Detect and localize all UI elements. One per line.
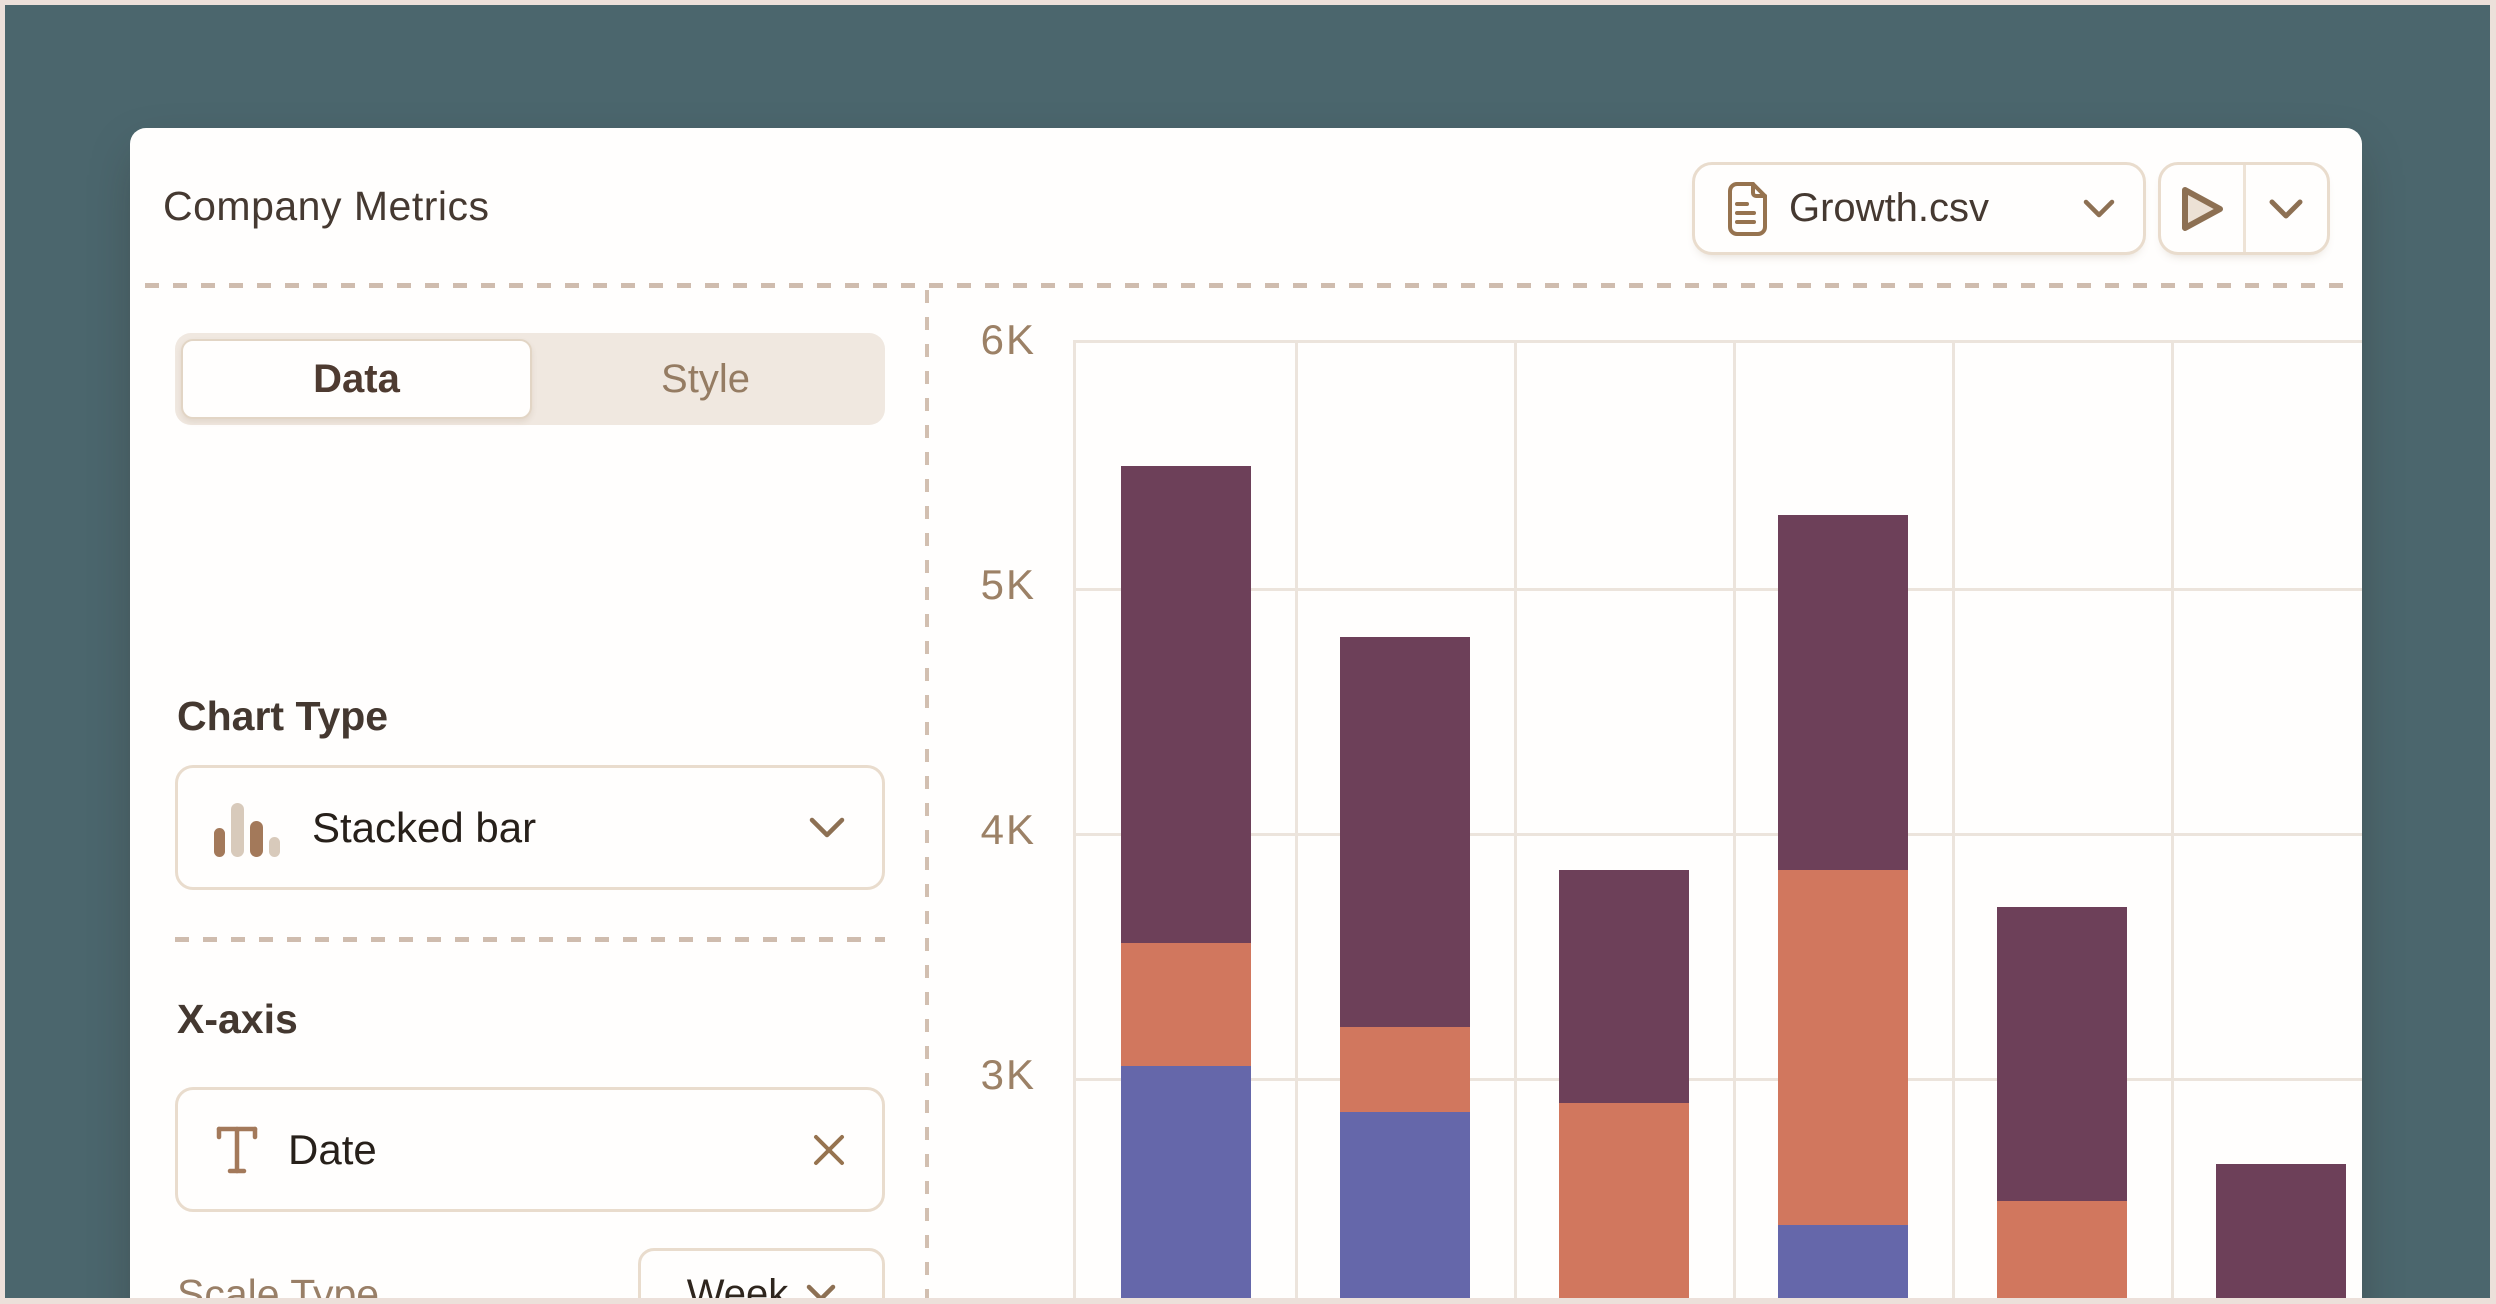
chart-type-heading: Chart Type: [177, 693, 389, 739]
bar-segment-purple: [1558, 869, 1689, 1103]
bar: [1558, 343, 1689, 1298]
bar-segment-blue: [1120, 1065, 1251, 1298]
chevron-down-icon: [2083, 199, 2115, 217]
panel-tabs: Data Style: [175, 333, 885, 425]
gridline-h: [1076, 588, 2362, 591]
chart-type-select[interactable]: Stacked bar: [175, 765, 885, 890]
y-axis-labels: 6K 5K 4K 3K 2K: [918, 316, 1036, 1298]
plot-area: [1073, 340, 2362, 1298]
chevron-down-icon: [2269, 199, 2303, 218]
bar-segment-blue: [1339, 1112, 1470, 1298]
bar-segment-orange: [1996, 1200, 2127, 1298]
tab-data[interactable]: Data: [181, 339, 532, 419]
clear-x-icon[interactable]: [812, 1133, 846, 1167]
data-file-selector[interactable]: Growth.csv: [1692, 162, 2146, 255]
bar-segment-purple: [1996, 906, 2127, 1201]
app-background: Company Metrics Growth.csv: [5, 5, 2490, 1298]
gridline-v: [1952, 343, 1955, 1298]
run-options-button[interactable]: [2242, 165, 2328, 252]
scale-type-value: Week: [686, 1271, 789, 1299]
header-separator: [145, 283, 2347, 288]
bar-chart-icon: [214, 802, 280, 857]
tab-style[interactable]: Style: [661, 356, 750, 401]
bar-segment-purple: [1120, 465, 1251, 944]
bar-segment-purple: [1777, 514, 1908, 870]
gridline-v: [2171, 343, 2174, 1298]
bar-segment-blue: [1777, 1225, 1908, 1298]
panel-chart-separator: [925, 290, 929, 1298]
bar: [1777, 343, 1908, 1298]
bar: [1120, 343, 1251, 1298]
y-tick-label: 5K: [980, 561, 1036, 608]
bar-segment-purple: [2215, 1163, 2346, 1298]
y-tick-label: 6K: [980, 316, 1036, 363]
bar: [1339, 343, 1470, 1298]
data-file-name: Growth.csv: [1789, 186, 1990, 230]
chevron-down-icon: [807, 1284, 836, 1298]
bar-segment-orange: [1339, 1026, 1470, 1113]
text-type-icon: [216, 1126, 258, 1173]
play-icon: [2181, 186, 2223, 231]
y-tick-label: 2K: [918, 1296, 1036, 1298]
gridline-h: [1076, 1078, 2362, 1081]
x-axis-field[interactable]: Date: [175, 1087, 885, 1212]
bar: [2215, 343, 2346, 1298]
app-card: Company Metrics Growth.csv: [130, 128, 2362, 1298]
bar-segment-orange: [1777, 869, 1908, 1225]
run-split-button: [2158, 162, 2330, 255]
x-axis-heading: X-axis: [177, 996, 298, 1042]
chevron-down-icon: [809, 817, 845, 837]
y-tick-label: 3K: [980, 1051, 1036, 1098]
bar-segment-purple: [1339, 637, 1470, 1027]
scale-type-select[interactable]: Week: [638, 1248, 885, 1298]
gridline-v: [1733, 343, 1736, 1298]
file-document-icon: [1728, 181, 1767, 236]
run-button[interactable]: [2161, 165, 2243, 252]
y-tick-label: 4K: [980, 806, 1036, 853]
panel-separator: [175, 937, 885, 942]
scale-type-label: Scale Type: [177, 1271, 380, 1298]
header: Company Metrics Growth.csv: [130, 128, 2362, 288]
gridline-v: [1295, 343, 1298, 1298]
bar-segment-orange: [1558, 1102, 1689, 1298]
gridline-v: [1514, 343, 1517, 1298]
chart-type-value: Stacked bar: [312, 803, 537, 851]
page-title: Company Metrics: [163, 183, 490, 229]
gridline-h: [1076, 833, 2362, 836]
bar-segment-orange: [1120, 943, 1251, 1066]
x-axis-field-value: Date: [288, 1125, 377, 1173]
bar: [1996, 343, 2127, 1298]
